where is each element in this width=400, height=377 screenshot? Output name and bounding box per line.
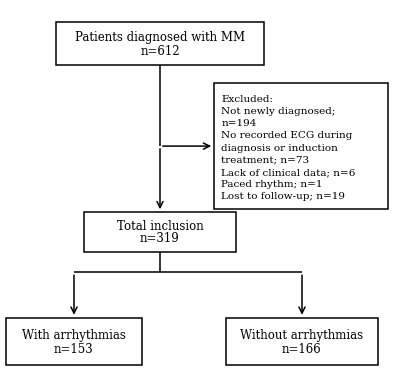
Text: n=612: n=612: [140, 44, 180, 58]
Text: n=166: n=166: [282, 343, 322, 356]
Text: Lost to follow-up; n=19: Lost to follow-up; n=19: [221, 192, 345, 201]
Bar: [226, 317, 378, 365]
Text: No recorded ECG during: No recorded ECG during: [221, 132, 352, 141]
Text: With arrhythmias: With arrhythmias: [22, 329, 126, 342]
Text: Not newly diagnosed;: Not newly diagnosed;: [221, 107, 336, 116]
Text: Without arrhythmias: Without arrhythmias: [240, 329, 364, 342]
Text: n=319: n=319: [140, 233, 180, 245]
Text: diagnosis or induction: diagnosis or induction: [221, 144, 338, 153]
Text: treatment; n=73: treatment; n=73: [221, 156, 309, 165]
Text: Total inclusion: Total inclusion: [117, 220, 203, 233]
Text: Lack of clinical data; n=6: Lack of clinical data; n=6: [221, 168, 356, 177]
Text: n=194: n=194: [221, 119, 256, 128]
Bar: [56, 21, 264, 65]
Bar: [84, 212, 236, 252]
Text: Patients diagnosed with MM: Patients diagnosed with MM: [75, 31, 245, 44]
Text: Paced rhythm; n=1: Paced rhythm; n=1: [221, 180, 323, 189]
Bar: [6, 317, 142, 365]
Text: Excluded:: Excluded:: [221, 95, 273, 104]
Text: n=153: n=153: [54, 343, 94, 356]
Bar: [214, 83, 388, 209]
